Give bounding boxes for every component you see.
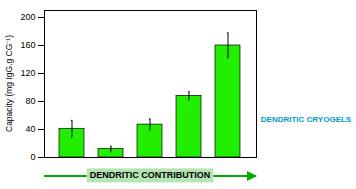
svg-text:120: 120 bbox=[20, 68, 35, 78]
svg-text:80: 80 bbox=[25, 96, 35, 106]
svg-text:0: 0 bbox=[30, 152, 35, 162]
svg-text:Capacity (mg IgG.g CG⁻¹): Capacity (mg IgG.g CG⁻¹) bbox=[4, 35, 14, 132]
svg-text:160: 160 bbox=[20, 40, 35, 50]
svg-text:200: 200 bbox=[20, 12, 35, 22]
svg-text:40: 40 bbox=[25, 124, 35, 134]
svg-text:DENDRITIC CRYOGELS: DENDRITIC CRYOGELS bbox=[261, 115, 352, 124]
svg-text:DENDRITIC CONTRIBUTION: DENDRITIC CONTRIBUTION bbox=[90, 170, 211, 180]
